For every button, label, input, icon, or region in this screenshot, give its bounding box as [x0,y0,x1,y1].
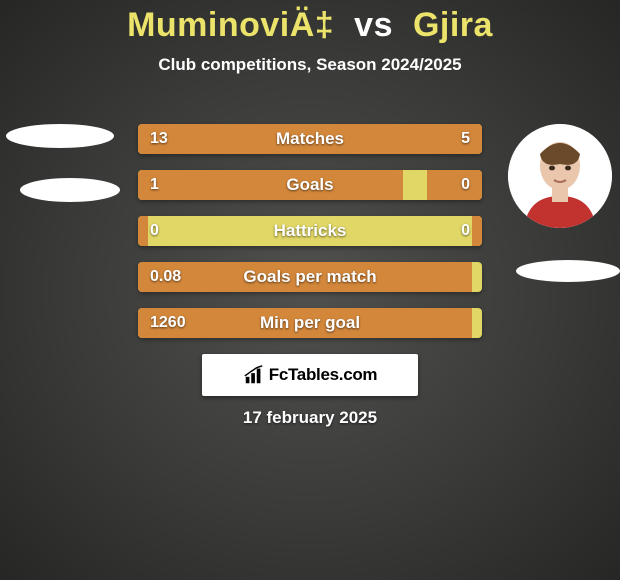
avatar-placeholder-icon [508,124,612,228]
bar-goals-per-match: 0.08 Goals per match [138,262,482,292]
left-avatar-blob-1 [6,124,114,148]
right-name-blob [516,260,620,282]
bar-right-value: 0 [461,216,470,246]
bar-label: Goals [138,170,482,200]
fctables-logo: FcTables.com [202,354,418,396]
date-text: 17 february 2025 [0,408,620,428]
stat-bars: 13 Matches 5 1 Goals 0 0 Hattricks 0 0.0… [138,124,482,354]
bar-hattricks: 0 Hattricks 0 [138,216,482,246]
bar-matches: 13 Matches 5 [138,124,482,154]
bar-label: Min per goal [138,308,482,338]
title: MuminoviÄ‡ vs Gjira [0,0,620,45]
logo-text: FcTables.com [269,365,378,385]
title-player1: MuminoviÄ‡ [127,6,334,44]
bar-label: Goals per match [138,262,482,292]
bar-chart-icon [243,364,265,386]
bar-right-value: 5 [461,124,470,154]
right-player-avatar [508,124,612,228]
comparison-card: MuminoviÄ‡ vs Gjira Club competitions, S… [0,0,620,580]
bar-right-value: 0 [461,170,470,200]
subtitle: Club competitions, Season 2024/2025 [0,55,620,75]
bar-label: Hattricks [138,216,482,246]
title-vs: vs [354,6,393,44]
left-avatar-blob-2 [20,178,120,202]
bar-label: Matches [138,124,482,154]
title-player2: Gjira [413,6,493,44]
bar-min-per-goal: 1260 Min per goal [138,308,482,338]
bar-goals: 1 Goals 0 [138,170,482,200]
